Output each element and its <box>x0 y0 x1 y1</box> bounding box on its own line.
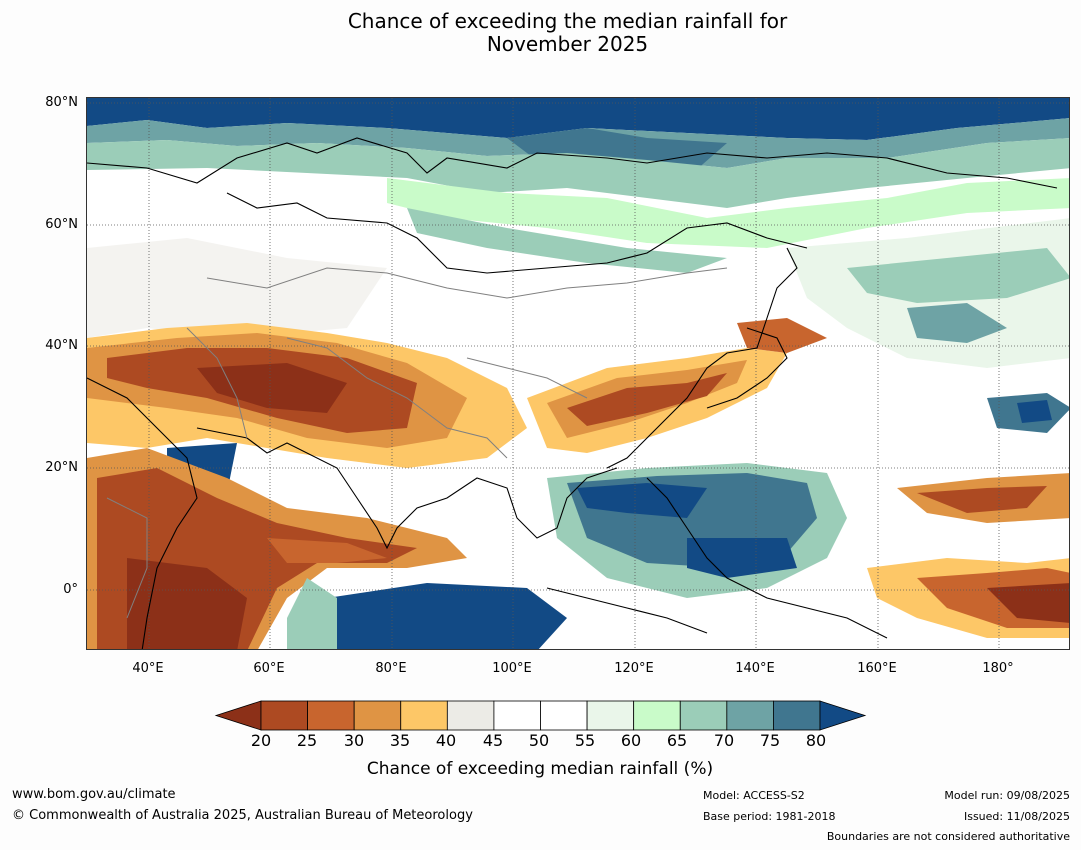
lat-label-60n: 60°N <box>45 217 78 232</box>
rainfall-probability-map <box>86 97 1070 650</box>
colorbar-label: Chance of exceeding median rainfall (%) <box>366 759 714 779</box>
coastlines <box>87 137 1058 649</box>
colorbar-swatch <box>353 700 402 731</box>
map-title: Chance of exceeding the median rainfall … <box>0 10 1081 56</box>
maritime-wet-zone <box>287 463 847 649</box>
colorbar-tick-80: 80 <box>805 731 827 750</box>
footer-disclaimer: Boundaries are not considered authoritat… <box>826 830 1070 843</box>
colorbar-tick-40: 40 <box>435 731 457 750</box>
title-line-2: November 2025 <box>486 32 649 56</box>
title-line-1: Chance of exceeding the median rainfall … <box>347 9 788 33</box>
colorbar-tick-25: 25 <box>296 731 318 750</box>
colorbar-swatch <box>540 700 588 731</box>
colorbar-swatch <box>586 700 635 731</box>
neutral-zones <box>87 218 1069 433</box>
lat-label-80n: 80°N <box>45 95 78 110</box>
colorbar-tick-55: 55 <box>574 731 596 750</box>
colorbar-tick-30: 30 <box>343 731 365 750</box>
colorbar-swatch <box>260 700 308 731</box>
lon-label-100e: 100°E <box>492 661 532 676</box>
map-canvas <box>87 98 1069 649</box>
dry-band-east-asia <box>527 318 827 453</box>
colorbar-tick-60: 60 <box>620 731 642 750</box>
arctic-wet-band <box>87 98 1069 273</box>
lon-label-120e: 120°E <box>614 661 654 676</box>
colorbar-swatch <box>400 700 448 731</box>
gridlines <box>87 98 1069 649</box>
lon-label-180: 180° <box>982 661 1014 676</box>
colorbar-swatch <box>493 700 541 731</box>
lat-label-20n: 20°N <box>45 460 78 475</box>
lon-label-140e: 140°E <box>735 661 775 676</box>
footer-base-period: Base period: 1981-2018 <box>703 810 836 823</box>
lon-label-40e: 40°E <box>132 661 164 676</box>
dry-band-pacific <box>867 473 1069 638</box>
colorbar-swatch <box>633 700 681 731</box>
colorbar-swatch <box>307 700 355 731</box>
colorbar-tick-35: 35 <box>389 731 411 750</box>
colorbar-tick-45: 45 <box>482 731 504 750</box>
colorbar-tick-50: 50 <box>528 731 550 750</box>
footer-website[interactable]: www.bom.gov.au/climate <box>12 787 176 802</box>
footer-issued: Issued: 11/08/2025 <box>963 810 1070 823</box>
lat-label-40n: 40°N <box>45 338 78 353</box>
footer-model-run: Model run: 09/08/2025 <box>944 789 1070 802</box>
footer-model: Model: ACCESS-S2 <box>703 789 805 802</box>
country-borders <box>106 267 728 619</box>
lat-label-0: 0° <box>63 582 78 597</box>
colorbar-swatch <box>726 700 774 731</box>
colorbar-tick-65: 65 <box>666 731 688 750</box>
footer-copyright: © Commonwealth of Australia 2025, Austra… <box>12 808 473 823</box>
colorbar-tick-20: 20 <box>250 731 272 750</box>
colorbar-tick-70: 70 <box>713 731 735 750</box>
lon-label-80e: 80°E <box>375 661 407 676</box>
colorbar-swatch <box>773 700 821 731</box>
colorbar-arrow-high <box>819 700 867 731</box>
lon-label-160e: 160°E <box>857 661 897 676</box>
colorbar-tick-75: 75 <box>759 731 781 750</box>
colorbar-arrow-low <box>214 700 262 731</box>
dry-band-asia <box>87 323 527 649</box>
lon-label-60e: 60°E <box>253 661 285 676</box>
colorbar-swatch <box>446 700 495 731</box>
colorbar-swatches <box>214 700 867 731</box>
colorbar-swatch <box>679 700 728 731</box>
